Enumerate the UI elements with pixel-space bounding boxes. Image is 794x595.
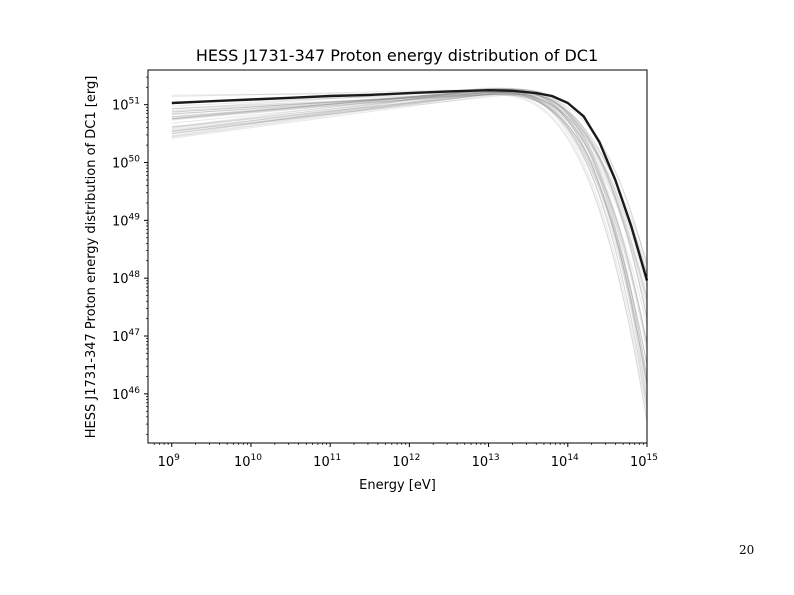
sample-curve <box>171 88 648 380</box>
x-tick-label: 1013 <box>472 453 500 470</box>
plot-frame <box>147 69 648 444</box>
sample-curve <box>171 94 648 420</box>
axis-ticks: 109 1010 1011 1012 1013 1014 1015 1046 1047 1048 1… <box>112 76 658 470</box>
sample-curve <box>171 91 648 277</box>
sample-curve <box>171 94 648 344</box>
sample-curve <box>171 91 648 304</box>
y-axis-label: HESS J1731-347 Proton energy distributio… <box>84 76 99 439</box>
sample-curve <box>171 94 648 365</box>
x-axis-label: Energy [eV] <box>359 478 436 493</box>
sample-curve <box>171 93 648 385</box>
x-tick-label: 1015 <box>630 453 658 470</box>
sample-curve <box>171 88 648 320</box>
sample-curve <box>171 92 648 298</box>
chart-title: HESS J1731-347 Proton energy distributio… <box>196 46 598 65</box>
sample-curve <box>171 91 648 297</box>
sample-curve <box>171 88 648 400</box>
sample-curve <box>171 89 648 273</box>
sample-curve <box>171 92 648 326</box>
sample-curve <box>171 94 648 266</box>
x-tick-label: 1010 <box>234 453 262 470</box>
y-tick-label: 1047 <box>112 328 140 345</box>
best-fit-layer <box>171 88 649 281</box>
sample-curve <box>171 92 648 402</box>
sample-curve <box>171 91 648 319</box>
sample-curve <box>171 90 648 281</box>
sample-curve <box>171 90 648 384</box>
best-fit-line <box>171 88 649 281</box>
page-number: 20 <box>739 543 755 557</box>
sample-curve <box>171 87 648 386</box>
x-tick-label: 1014 <box>551 453 579 470</box>
sample-curve <box>171 89 648 365</box>
y-tick-label: 1046 <box>112 386 140 403</box>
x-tick-label: 109 <box>158 453 181 470</box>
sample-curve <box>171 91 648 318</box>
sample-curve <box>171 91 648 393</box>
sample-curve <box>171 93 648 406</box>
y-tick-label: 1050 <box>112 155 140 172</box>
y-tick-label: 1051 <box>112 97 140 114</box>
sample-curve <box>171 88 648 347</box>
sample-curve <box>171 87 648 365</box>
y-tick-label: 1049 <box>112 212 140 229</box>
sample-curve <box>171 91 648 273</box>
sample-curve <box>171 91 648 375</box>
sample-curve <box>171 92 648 409</box>
sample-curves <box>171 87 648 423</box>
sample-curve <box>171 88 648 352</box>
x-tick-label: 1012 <box>392 453 420 470</box>
sample-curve <box>171 93 648 310</box>
sample-curve <box>171 91 648 301</box>
sample-curve <box>171 93 648 345</box>
sample-curve <box>171 91 648 263</box>
sample-curve <box>171 90 648 378</box>
x-tick-label: 1011 <box>313 453 341 470</box>
y-tick-label: 1048 <box>112 270 140 287</box>
sample-curve <box>171 88 648 385</box>
sample-curve <box>171 88 648 412</box>
